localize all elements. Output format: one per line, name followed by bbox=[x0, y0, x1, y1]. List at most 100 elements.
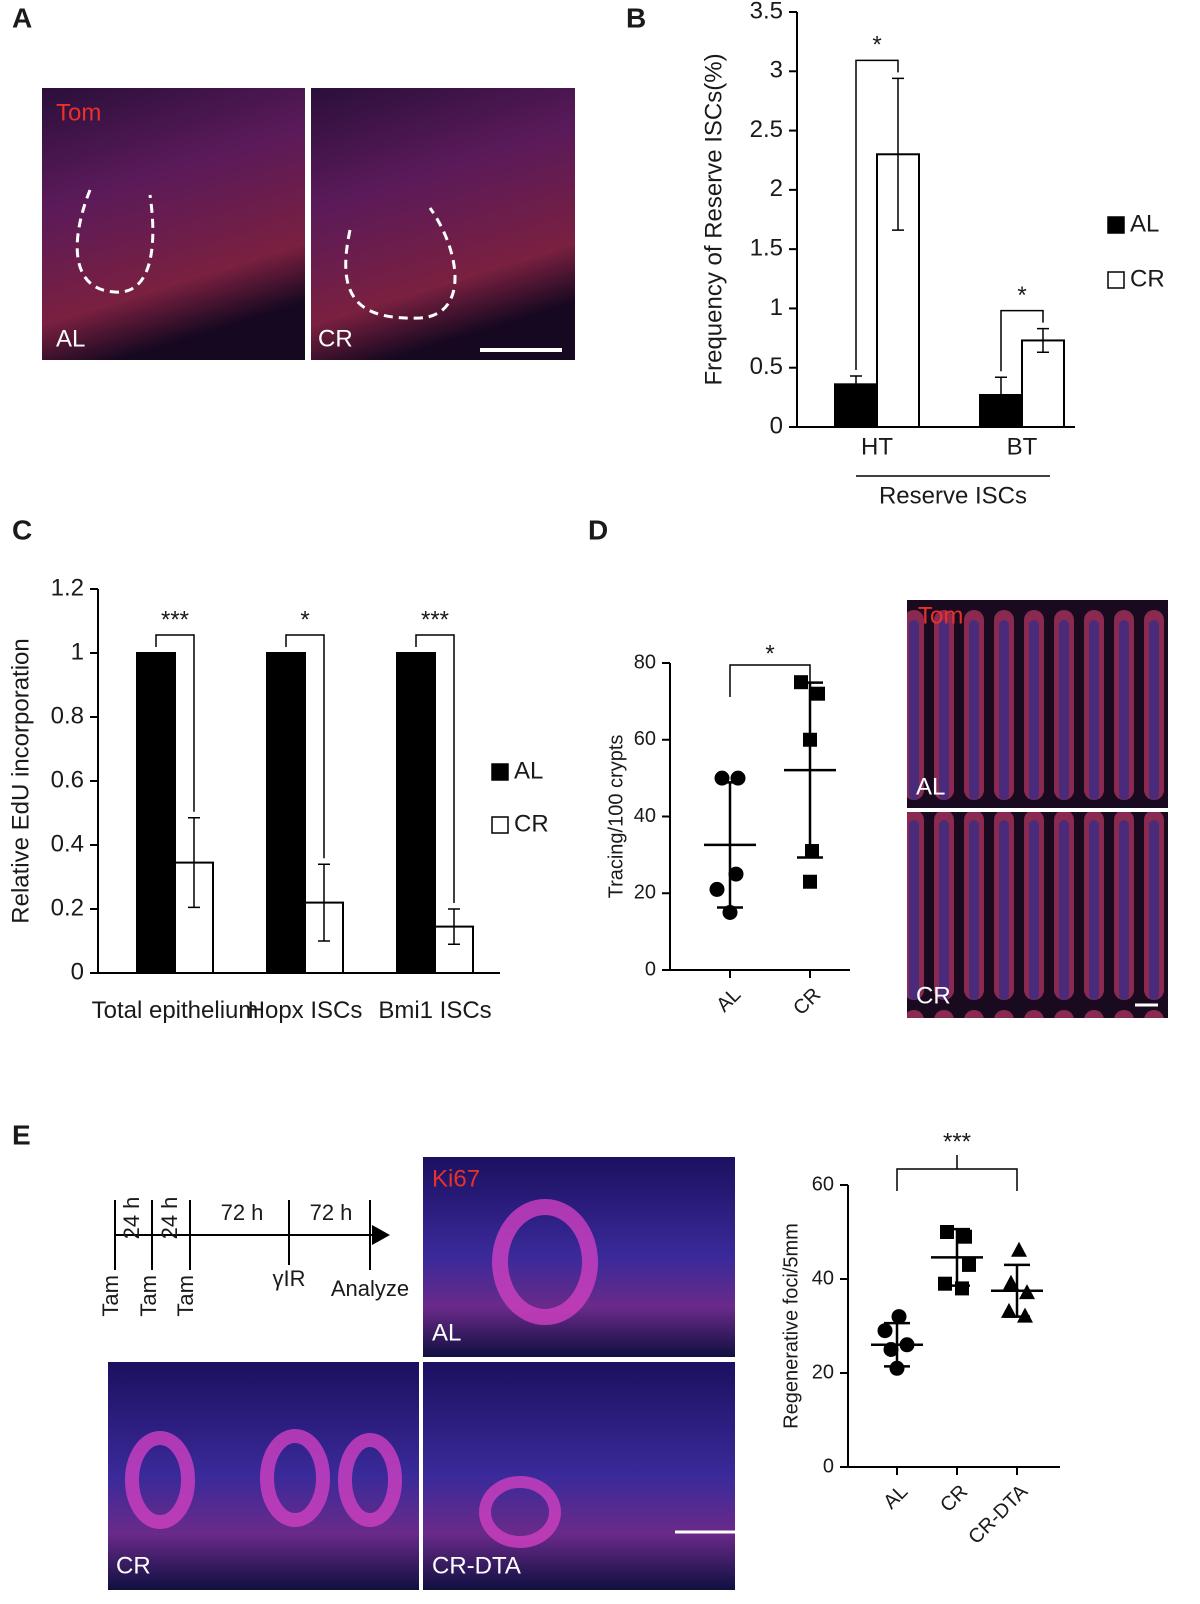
data-point bbox=[1003, 1274, 1019, 1290]
legend-swatch bbox=[491, 763, 509, 781]
error-bar bbox=[884, 1321, 910, 1368]
significance-bracket bbox=[285, 634, 325, 859]
interval-label: 24 h bbox=[157, 1197, 182, 1240]
y-tick-label: 40 bbox=[634, 805, 656, 827]
significance-bracket bbox=[896, 1155, 1018, 1191]
error-bar bbox=[850, 375, 862, 394]
y-tick-label: 3 bbox=[770, 57, 783, 84]
group-label: CR bbox=[116, 1552, 151, 1579]
significance-bracket bbox=[155, 634, 195, 812]
x-tick-label: AL bbox=[879, 1481, 912, 1514]
error-bar bbox=[944, 1227, 970, 1287]
micrograph: CR bbox=[311, 88, 575, 360]
group-label: Reserve ISCs bbox=[879, 482, 1027, 509]
data-point bbox=[1001, 1302, 1017, 1318]
y-tick-label: 0 bbox=[645, 958, 656, 980]
legend-swatch bbox=[1107, 216, 1125, 234]
panel-label: E bbox=[12, 1119, 31, 1150]
y-tick-label: 80 bbox=[634, 651, 656, 673]
y-tick-label: 3.5 bbox=[750, 0, 783, 24]
legend-swatch bbox=[1107, 271, 1125, 289]
legend-label: CR bbox=[514, 810, 549, 837]
y-tick-label: 1 bbox=[71, 638, 84, 665]
stain-label: Tom bbox=[918, 602, 963, 629]
y-tick-label: 0.6 bbox=[51, 766, 84, 793]
micrograph: Ki67 AL bbox=[423, 1157, 735, 1357]
error-bar bbox=[448, 908, 460, 945]
data-point bbox=[1017, 1307, 1033, 1323]
y-tick-label: 0 bbox=[770, 412, 783, 439]
y-tick-label: 1.2 bbox=[51, 574, 84, 601]
bar bbox=[266, 652, 306, 974]
panel-label: D bbox=[588, 514, 608, 545]
x-tick-label-box: Bmi1 ISCs bbox=[378, 997, 492, 1024]
legend-label: CR bbox=[1130, 265, 1165, 292]
x-tick-label: CR bbox=[936, 1481, 972, 1517]
interval-label: 24 h bbox=[119, 1197, 144, 1240]
y-axis-label: Regenerative foci/5mm bbox=[780, 1223, 802, 1429]
data-point bbox=[709, 881, 725, 897]
significance-label: * bbox=[872, 32, 881, 59]
interval-label: 72 h bbox=[221, 1200, 264, 1225]
y-axis-label: Relative EdU incorporation bbox=[7, 638, 34, 923]
error-bar bbox=[188, 817, 200, 909]
significance-label: *** bbox=[943, 1128, 971, 1155]
event-label: Tam bbox=[98, 1275, 123, 1317]
panel-label: B bbox=[626, 2, 646, 33]
error-bar bbox=[995, 376, 1007, 414]
y-tick-label: 0 bbox=[823, 1455, 834, 1477]
micrograph: Tom AL bbox=[907, 600, 1168, 808]
data-point bbox=[1011, 1241, 1027, 1257]
group-label: AL bbox=[916, 773, 945, 800]
data-point bbox=[811, 686, 825, 701]
bar bbox=[1021, 339, 1065, 429]
y-tick-label: 2 bbox=[770, 175, 783, 202]
data-point bbox=[877, 1323, 893, 1339]
significance-label: *** bbox=[421, 606, 449, 633]
data-point bbox=[889, 1360, 905, 1376]
significance-label: * bbox=[1017, 282, 1026, 309]
y-tick-label: 1.5 bbox=[750, 234, 783, 261]
interval-label: 72 h bbox=[310, 1200, 353, 1225]
data-point bbox=[891, 1309, 907, 1325]
micrograph: Tom AL bbox=[42, 88, 305, 360]
x-tick-label: CR-DTA bbox=[964, 1480, 1032, 1548]
y-tick-label: 0.8 bbox=[51, 702, 84, 729]
significance-label: *** bbox=[161, 606, 189, 633]
x-tick-label-box: Hopx ISCs bbox=[248, 997, 363, 1024]
significance-bracket bbox=[1000, 309, 1044, 372]
group-label: CR bbox=[916, 982, 951, 1009]
group-label: AL bbox=[432, 1319, 461, 1346]
x-tick-label: HT bbox=[861, 433, 893, 460]
error-bar bbox=[1037, 327, 1049, 354]
x-tick-label: Bmi1 ISCs bbox=[378, 997, 492, 1024]
y-tick-label: 0.5 bbox=[750, 353, 783, 380]
y-tick-label: 1 bbox=[770, 294, 783, 321]
data-point bbox=[940, 1225, 954, 1239]
error-bar bbox=[318, 863, 330, 942]
data-point bbox=[805, 844, 819, 859]
x-tick-label: CR bbox=[789, 984, 825, 1020]
bar bbox=[136, 652, 176, 974]
y-tick-label: 60 bbox=[634, 728, 656, 750]
significance-label: * bbox=[300, 606, 309, 633]
x-tick-label-box: Total epithelium bbox=[92, 997, 259, 1024]
micrograph: CR-DTA bbox=[423, 1362, 735, 1590]
y-tick-label: 40 bbox=[812, 1267, 834, 1289]
y-tick-label: 0 bbox=[71, 958, 84, 985]
event-label: Analyze bbox=[331, 1276, 409, 1301]
significance-bracket bbox=[855, 59, 899, 371]
data-point bbox=[938, 1276, 952, 1291]
panel-label: A bbox=[12, 2, 32, 33]
y-tick-label: 60 bbox=[812, 1173, 834, 1195]
micrograph: CR bbox=[108, 1362, 419, 1590]
group-label: CR-DTA bbox=[432, 1552, 521, 1579]
data-point bbox=[728, 866, 744, 882]
y-axis-label: Tracing/100 crypts bbox=[605, 735, 627, 899]
y-tick-label: 20 bbox=[634, 882, 656, 904]
bar bbox=[396, 652, 436, 974]
event-label: Tam bbox=[136, 1275, 161, 1317]
stain-label: Ki67 bbox=[432, 1165, 480, 1192]
error-bar bbox=[892, 77, 904, 231]
